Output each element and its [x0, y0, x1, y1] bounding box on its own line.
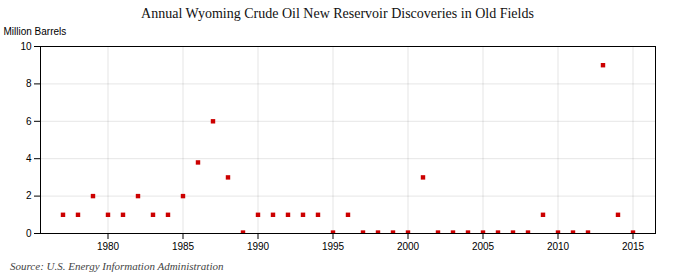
svg-text:1995: 1995 [322, 241, 345, 252]
svg-text:10: 10 [20, 41, 32, 52]
svg-text:2010: 2010 [547, 241, 570, 252]
svg-text:Million Barrels: Million Barrels [4, 26, 67, 37]
svg-text:2000: 2000 [397, 241, 420, 252]
svg-text:2: 2 [26, 190, 32, 201]
svg-text:4: 4 [26, 153, 32, 164]
svg-text:1985: 1985 [172, 241, 195, 252]
html-text:Source: U.S. Energy Informatio: Source: U.S. Energy Information Administ… [10, 260, 224, 272]
svg-text:2005: 2005 [472, 241, 495, 252]
html-text:Annual Wyoming Crude Oil New R: Annual Wyoming Crude Oil New Reservoir D… [141, 6, 534, 21]
svg-text:8: 8 [26, 78, 32, 89]
svg-text:1980: 1980 [97, 241, 120, 252]
svg-text:2015: 2015 [622, 241, 645, 252]
svg-text:1990: 1990 [247, 241, 270, 252]
svg-text:0: 0 [26, 228, 32, 239]
svg-text:6: 6 [26, 116, 32, 127]
